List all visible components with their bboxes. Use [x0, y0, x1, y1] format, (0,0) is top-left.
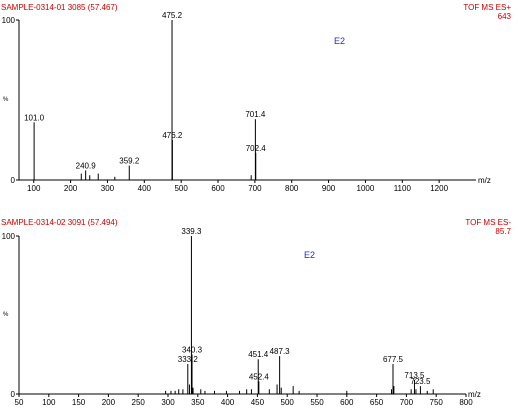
peak-label: 713.5 — [404, 371, 425, 380]
peaks — [165, 236, 434, 394]
x-tick-label: 700 — [400, 398, 414, 407]
peak-label: 339.3 — [181, 227, 202, 236]
peak-label: 101.0 — [24, 113, 45, 122]
x-tick-label: 1100 — [394, 184, 412, 193]
x-tick-label: 1000 — [357, 184, 375, 193]
x-tick-label: 800 — [285, 184, 299, 193]
peak-label: 240.9 — [76, 161, 97, 170]
peak-label: 340.3 — [182, 346, 203, 355]
spectrum-header-sample: SAMPLE-0314-02 3091 (57.494) — [1, 218, 118, 227]
x-tick-label: 250 — [132, 398, 146, 407]
peak-label: 359.2 — [119, 157, 140, 166]
spectrum-function-label: E2 — [334, 36, 345, 46]
x-tick-label: 500 — [174, 184, 188, 193]
x-tick-label: 650 — [370, 398, 384, 407]
x-tick-label: 700 — [248, 184, 262, 193]
y-ticks: 0 100 — [2, 16, 19, 185]
x-tick-label: 300 — [101, 184, 115, 193]
peak-label: 723.5 — [410, 377, 431, 386]
x-tick-label: 550 — [310, 398, 324, 407]
x-axis-label: m/z — [478, 176, 491, 185]
peak-label: 451.4 — [248, 350, 269, 359]
y-ticks: 0 100 — [2, 232, 19, 399]
spectrum-header-sample: SAMPLE-0314-01 3085 (57.467) — [1, 3, 118, 12]
x-tick-label: 300 — [161, 398, 175, 407]
x-tick-label: 400 — [138, 184, 152, 193]
peak-label: 702.4 — [246, 144, 267, 153]
y-tick-label: 100 — [2, 232, 16, 241]
spectrum-base-intensity: 643 — [498, 12, 512, 21]
spectrum-header-mode: TOF MS ES+ — [463, 3, 511, 12]
x-tick-label: 100 — [42, 398, 56, 407]
spectrum-function-label: E2 — [304, 250, 315, 260]
peak-label: 677.5 — [383, 355, 404, 364]
peak-label: 333.2 — [178, 355, 199, 364]
y-tick-label: 100 — [2, 16, 16, 25]
x-tick-label: 800 — [459, 398, 473, 407]
peak-label: 452.4 — [249, 372, 270, 381]
y-tick-label: 0 — [11, 390, 16, 399]
spectrum-panel-positive: SAMPLE-0314-01 3085 (57.467) TOF MS ES+ … — [1, 3, 512, 193]
peak-labels: 101.0 240.9 359.2 475.2 476.2 701.4 702.4 — [24, 11, 266, 170]
x-tick-label: 600 — [211, 184, 225, 193]
x-tick-label: 600 — [340, 398, 354, 407]
x-tick-label: 900 — [322, 184, 336, 193]
peak-label: 476.2 — [162, 131, 183, 140]
y-tick-label: 0 — [11, 176, 16, 185]
y-axis-label: % — [3, 312, 9, 318]
x-ticks: 50 100 150 200 250 300 350 400 450 500 550 600 650 70… — [15, 394, 473, 407]
x-tick-label: 150 — [72, 398, 86, 407]
x-tick-label: 500 — [281, 398, 295, 407]
x-tick-label: 400 — [221, 398, 235, 407]
peaks — [33, 20, 257, 180]
peak-labels: 333.2 339.3 340.3 451.4 452.4 487.3 677.5713.5… — [178, 227, 431, 386]
x-tick-label: 200 — [102, 398, 116, 407]
x-tick-label: 200 — [64, 184, 78, 193]
x-tick-label: 750 — [430, 398, 444, 407]
peak-label: 701.4 — [245, 110, 266, 119]
spectrum-header-mode: TOF MS ES- — [465, 218, 511, 227]
x-tick-label: 100 — [27, 184, 41, 193]
x-tick-label: 50 — [15, 398, 24, 407]
x-ticks: 100 200 300 400 500 600 700 800 900 1000 1100 1200 — [27, 180, 449, 193]
x-tick-label: 450 — [251, 398, 265, 407]
y-axis-label: % — [3, 97, 9, 103]
peak-label: 475.2 — [162, 11, 183, 20]
peak-label: 487.3 — [270, 347, 291, 356]
spectrum-base-intensity: 85.7 — [495, 227, 511, 236]
x-axis-label: m/z — [468, 390, 481, 399]
x-tick-label: 1200 — [430, 184, 448, 193]
x-tick-label: 350 — [191, 398, 205, 407]
spectrum-panel-negative: SAMPLE-0314-02 3091 (57.494) TOF MS ES- … — [1, 218, 512, 407]
